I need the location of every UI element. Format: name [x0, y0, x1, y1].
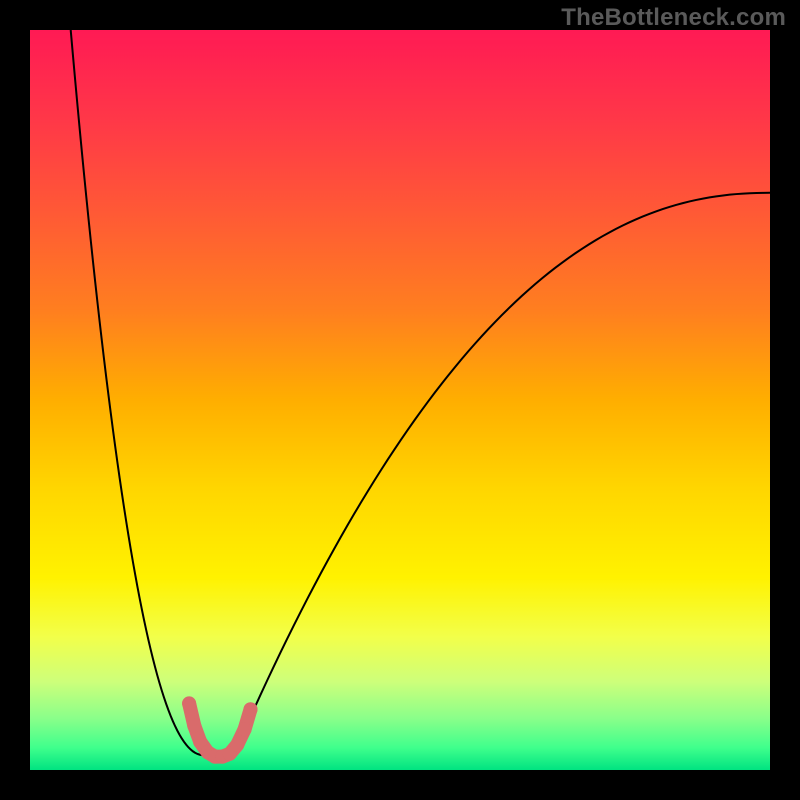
valley-marker-dot [244, 702, 258, 716]
plot-background [30, 30, 770, 770]
valley-marker-dot [182, 696, 196, 710]
valley-marker-dot [187, 719, 201, 733]
valley-marker-dot [230, 738, 244, 752]
valley-marker-dot [238, 722, 252, 736]
watermark-text: TheBottleneck.com [561, 4, 786, 32]
chart-container: TheBottleneck.com [0, 0, 800, 800]
chart-svg [0, 0, 800, 800]
